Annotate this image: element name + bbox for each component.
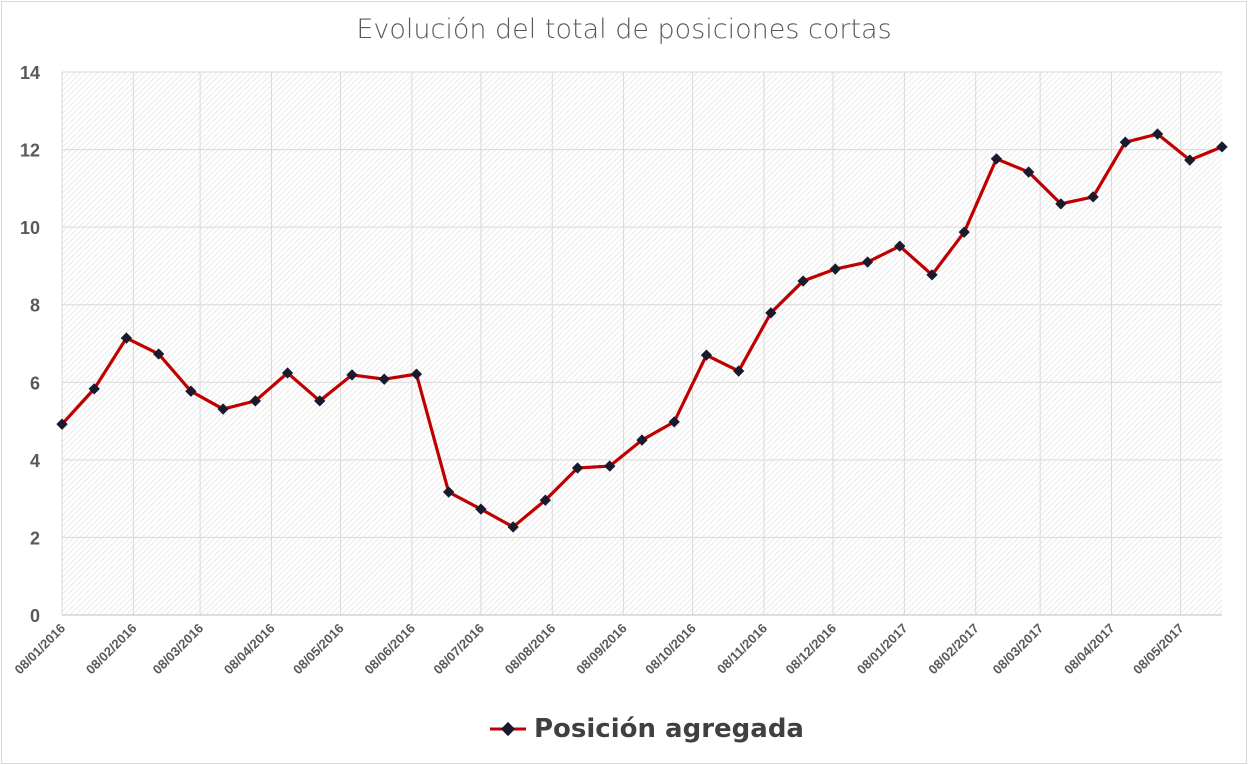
x-tick-label: 08/09/2016 bbox=[573, 621, 630, 678]
x-tick-label: 08/05/2016 bbox=[290, 621, 347, 678]
data-point-marker bbox=[990, 153, 1003, 165]
x-tick-label: 08/05/2017 bbox=[1130, 621, 1187, 678]
y-tick-label: 4 bbox=[30, 451, 40, 471]
plot-area bbox=[62, 72, 1222, 615]
x-tick-label: 08/08/2016 bbox=[502, 621, 559, 678]
legend: Posición agregada bbox=[488, 714, 804, 744]
y-tick-label: 14 bbox=[20, 63, 40, 83]
data-point-marker bbox=[1151, 128, 1164, 140]
data-point-marker bbox=[926, 269, 938, 281]
y-tick-label: 0 bbox=[30, 606, 40, 626]
chart-title: Evolución del total de posiciones cortas bbox=[356, 14, 892, 45]
legend-label: Posición agregada bbox=[534, 714, 804, 744]
data-point-marker bbox=[314, 395, 326, 407]
data-point-marker bbox=[475, 503, 487, 515]
data-point-marker bbox=[765, 307, 777, 319]
x-tick-label: 08/03/2016 bbox=[150, 621, 207, 678]
data-point-marker bbox=[1087, 191, 1099, 203]
data-point-marker bbox=[797, 275, 809, 287]
data-point-marker bbox=[571, 462, 584, 474]
data-point-marker bbox=[378, 373, 390, 385]
x-tick-label: 08/04/2017 bbox=[1061, 621, 1118, 678]
data-point-marker bbox=[153, 348, 165, 360]
x-tick-label: 08/07/2016 bbox=[430, 621, 487, 678]
data-point-marker bbox=[958, 226, 970, 238]
y-tick-label: 12 bbox=[20, 141, 40, 161]
data-point-marker bbox=[1023, 166, 1035, 178]
data-point-marker bbox=[894, 240, 906, 252]
data-point-marker bbox=[829, 263, 841, 275]
y-tick-label: 6 bbox=[30, 373, 40, 393]
x-tick-label: 08/10/2016 bbox=[642, 621, 699, 678]
series-group bbox=[56, 128, 1228, 533]
x-tick-label: 08/01/2016 bbox=[11, 621, 68, 678]
data-point-marker bbox=[281, 367, 294, 379]
data-point-marker bbox=[507, 521, 519, 533]
data-point-marker bbox=[700, 349, 713, 361]
data-point-marker bbox=[249, 395, 261, 407]
x-tick-label: 08/04/2016 bbox=[221, 621, 278, 678]
y-tick-label: 8 bbox=[30, 296, 40, 316]
x-tick-label: 08/03/2017 bbox=[990, 621, 1047, 678]
x-tick-label: 08/11/2016 bbox=[714, 621, 770, 677]
legend-marker-icon bbox=[490, 721, 526, 737]
data-point-marker bbox=[185, 385, 197, 397]
x-tick-label: 08/02/2017 bbox=[925, 621, 982, 678]
data-point-marker bbox=[733, 365, 745, 377]
data-point-marker bbox=[410, 368, 423, 380]
data-point-marker bbox=[1055, 198, 1067, 210]
data-point-marker bbox=[604, 460, 616, 472]
y-tick-label: 2 bbox=[30, 528, 40, 548]
data-point-marker bbox=[217, 403, 229, 415]
x-tick-label: 08/01/2017 bbox=[854, 621, 911, 678]
data-point-marker bbox=[443, 486, 455, 498]
x-tick-label: 08/06/2016 bbox=[361, 621, 418, 678]
data-point-marker bbox=[1216, 141, 1228, 153]
y-tick-label: 10 bbox=[20, 218, 40, 238]
data-point-marker bbox=[668, 416, 680, 428]
data-point-marker bbox=[861, 256, 874, 268]
data-point-marker bbox=[1184, 154, 1196, 166]
x-tick-label: 08/02/2016 bbox=[83, 621, 140, 678]
x-tick-label: 08/12/2016 bbox=[783, 621, 840, 678]
data-point-marker bbox=[539, 494, 551, 506]
data-point-marker bbox=[346, 369, 358, 381]
data-point-marker bbox=[636, 434, 648, 446]
data-point-marker bbox=[1119, 136, 1131, 148]
